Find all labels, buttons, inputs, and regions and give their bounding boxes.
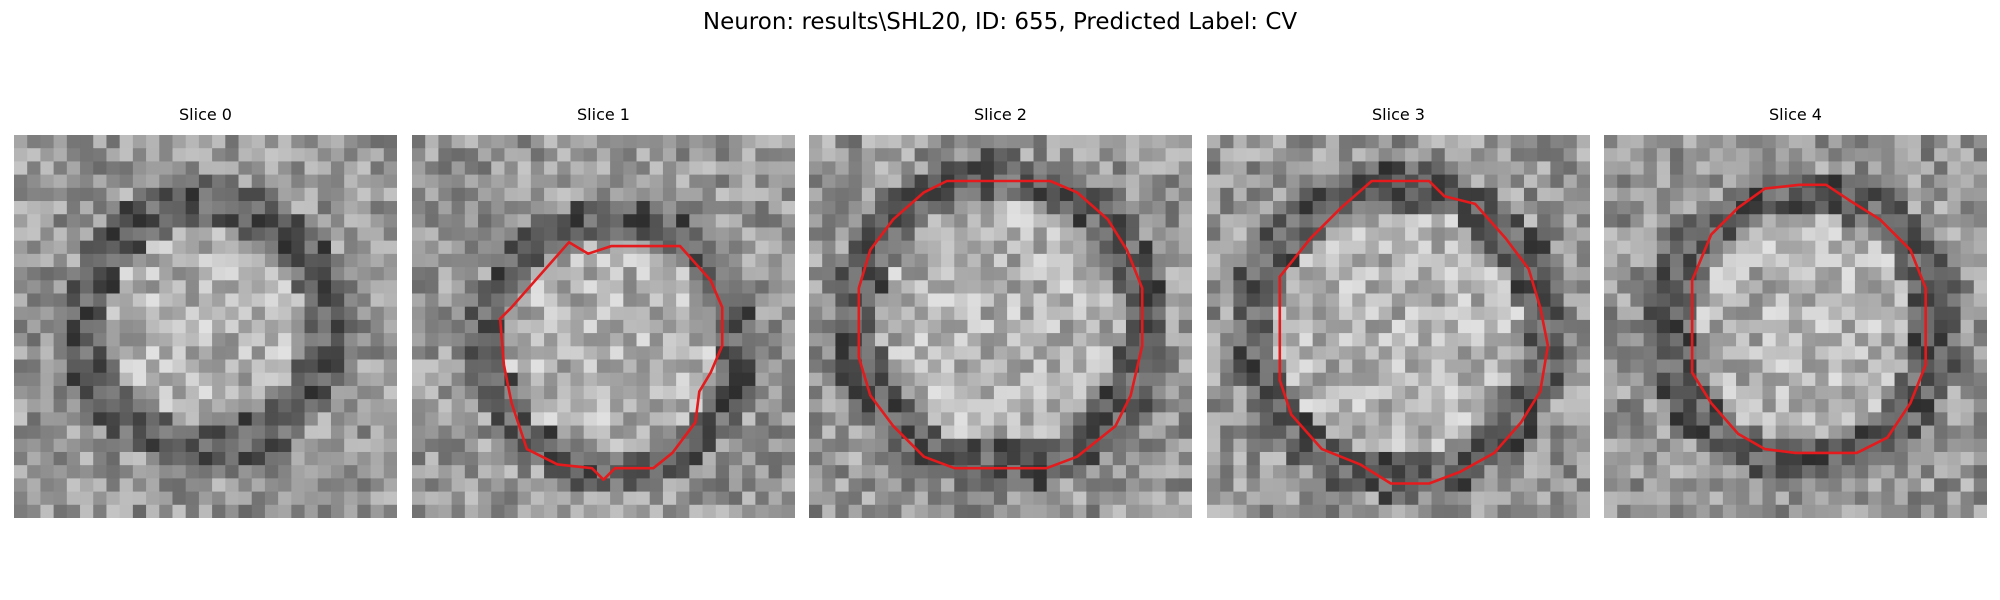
segmentation-contour-3 xyxy=(1278,179,1550,485)
slice-image-4 xyxy=(1604,135,1987,518)
slice-image-0 xyxy=(14,135,397,518)
segmentation-contour-4 xyxy=(1690,183,1928,455)
slice-panel-4: Slice 4 xyxy=(1604,105,1987,518)
slice-panel-1: Slice 1 xyxy=(412,105,795,518)
slice-panel-3: Slice 3 xyxy=(1207,105,1590,518)
slice-image-3 xyxy=(1207,135,1590,518)
slice-title-0: Slice 0 xyxy=(179,105,232,124)
slice-panel-0: Slice 0 xyxy=(14,105,397,518)
segmentation-contour-1 xyxy=(498,240,724,482)
figure-title: Neuron: results\SHL20, ID: 655, Predicte… xyxy=(702,9,1298,35)
segmentation-contour-2 xyxy=(857,179,1144,470)
slice-title-2: Slice 2 xyxy=(974,105,1027,124)
slice-image-2 xyxy=(809,135,1192,518)
slice-title-1: Slice 1 xyxy=(577,105,630,124)
slice-title-3: Slice 3 xyxy=(1372,105,1425,124)
slice-title-4: Slice 4 xyxy=(1769,105,1822,124)
slice-image-1 xyxy=(412,135,795,518)
slice-panel-2: Slice 2 xyxy=(809,105,1192,518)
